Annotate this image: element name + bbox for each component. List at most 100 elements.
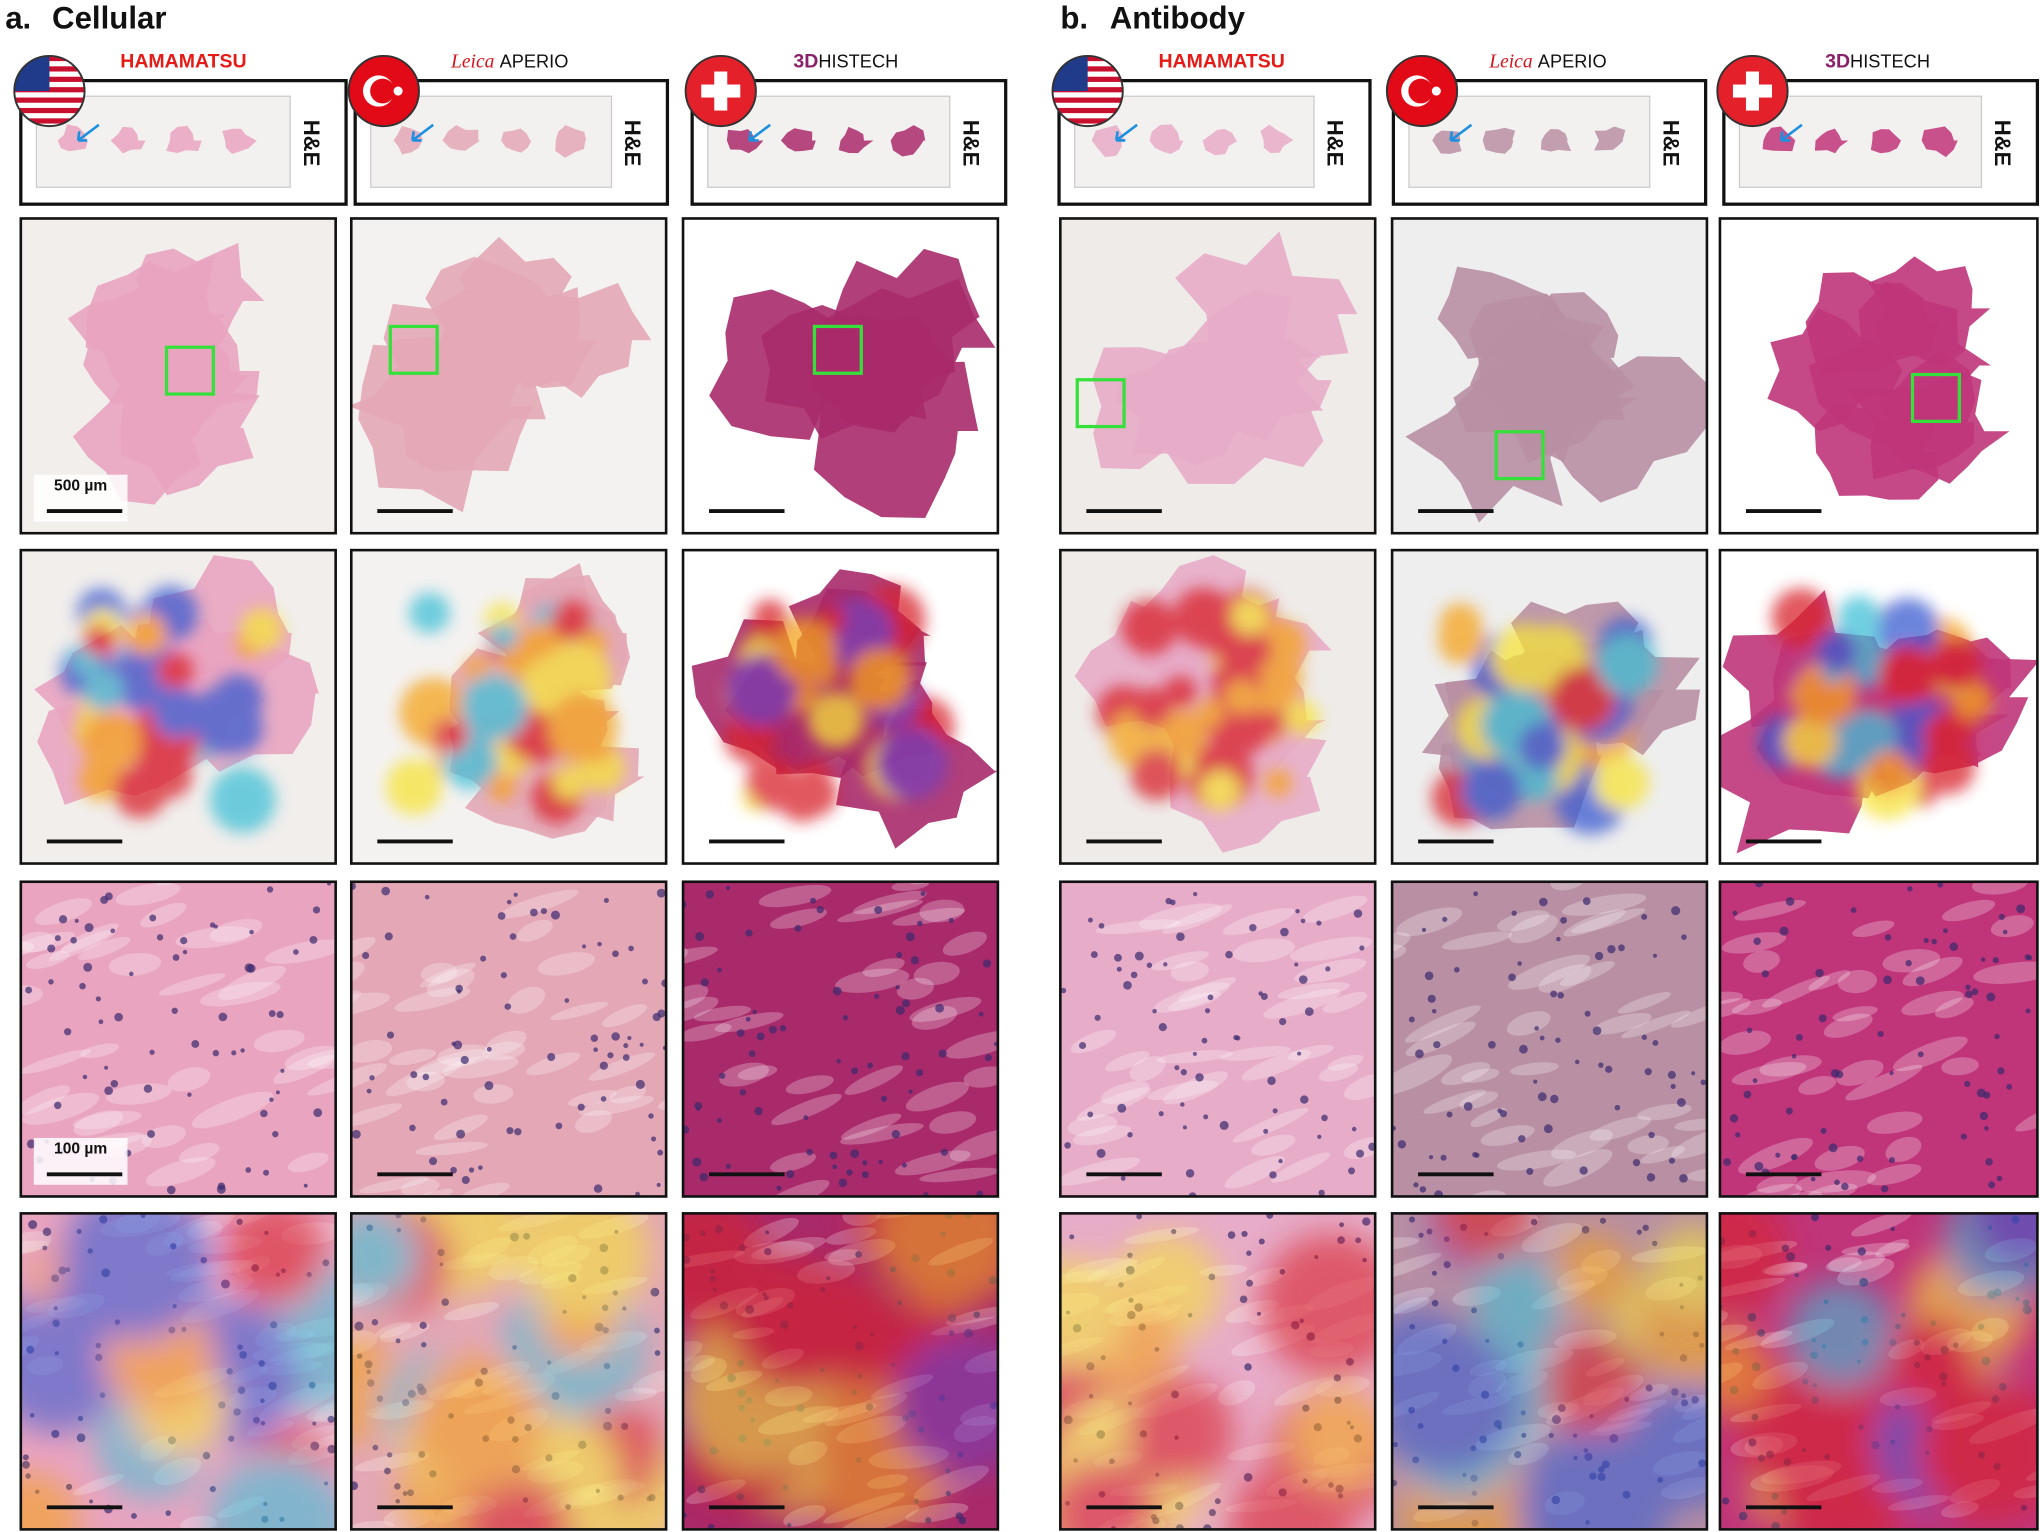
heatmap: [1758, 588, 1993, 820]
nucleus: [231, 1050, 237, 1056]
nucleus: [895, 1005, 905, 1015]
fiber: [1589, 1116, 1652, 1141]
brand: HAMAMATSU: [120, 51, 246, 73]
tissue: [1453, 323, 1638, 463]
tile: [1060, 550, 1376, 864]
nucleus: [719, 1072, 726, 1079]
fiber: [20, 1085, 71, 1115]
tissue-thumb: [1202, 128, 1239, 156]
tile: [351, 218, 667, 534]
fiber: [436, 1044, 492, 1067]
nucleus: [1646, 1173, 1656, 1182]
nucleus: [1472, 1151, 1478, 1158]
heat-spot: [1719, 1213, 1789, 1314]
nucleus: [480, 955, 487, 962]
tissue-thumb: [1814, 128, 1849, 154]
fiber: [1875, 1238, 1910, 1258]
nucleus: [657, 1149, 664, 1156]
heat-spot: [1460, 759, 1522, 821]
fiber: [1508, 914, 1558, 944]
heat-spot: [490, 623, 517, 650]
nucleus: [1560, 916, 1567, 924]
tissue-thumb: [726, 129, 764, 154]
panel-title: Cellular: [52, 1, 166, 36]
fiber: [516, 919, 553, 942]
nucleus: [1266, 1213, 1274, 1219]
fiber: [1289, 936, 1373, 962]
fiber: [1156, 1050, 1234, 1064]
heat-spot: [486, 772, 516, 802]
nucleus: [1949, 942, 1959, 951]
nucleus: [1779, 926, 1789, 936]
nucleus: [1171, 1228, 1177, 1235]
fiber: [1423, 1089, 1486, 1114]
crescent-cut: [1408, 78, 1434, 104]
nucleus: [896, 952, 903, 959]
nucleus: [1463, 1101, 1473, 1111]
nucleus: [1754, 881, 1764, 888]
nucleus: [89, 1499, 94, 1504]
nucleus: [276, 1011, 284, 1019]
nucleus: [1746, 1027, 1753, 1034]
heat-spot: [1837, 595, 1881, 640]
nucleus: [419, 1321, 427, 1329]
tile: [1392, 218, 1707, 534]
nucleus: [776, 1185, 782, 1191]
tile: [1719, 218, 2038, 534]
fiber: [1392, 1252, 1442, 1281]
nucleus: [1427, 994, 1436, 1003]
fiber: [844, 1065, 904, 1095]
panel-label: b.: [1060, 1, 1088, 36]
fiber: [307, 1054, 336, 1069]
nucleus: [244, 963, 254, 973]
nucleus: [1901, 1312, 1906, 1318]
nucleus: [1174, 1065, 1180, 1071]
fiber: [1592, 1012, 1652, 1035]
flag: [1052, 55, 1123, 127]
fiber: [72, 1110, 142, 1130]
nucleus: [506, 1127, 514, 1135]
fiber: [1463, 1190, 1507, 1197]
nucleus: [1965, 990, 1973, 999]
panel-title: Antibody: [1110, 1, 1246, 36]
nucleus: [984, 1054, 993, 1062]
stain-label: H&E: [1990, 120, 2015, 167]
nucleus: [810, 897, 817, 904]
nucleus: [1419, 1186, 1427, 1193]
flag-ring: [1051, 54, 1124, 128]
nucleus: [806, 1148, 814, 1156]
nucleus: [351, 1129, 361, 1139]
fiber: [1076, 1087, 1152, 1121]
nucleus: [1272, 1108, 1278, 1114]
nucleus: [1598, 1062, 1604, 1068]
nucleus: [1219, 1120, 1229, 1130]
stain-label: H&E: [1323, 120, 1348, 167]
tile: [1060, 1213, 1376, 1530]
fiber: [218, 965, 286, 1001]
tile: [20, 218, 336, 534]
nucleus: [1747, 1312, 1757, 1322]
flag: [685, 55, 756, 127]
nucleus: [182, 949, 188, 955]
nucleus: [945, 1490, 951, 1496]
nucleus: [656, 888, 666, 898]
nucleus: [1227, 1231, 1236, 1239]
fiber: [115, 882, 181, 906]
fiber: [1674, 1118, 1707, 1131]
nucleus: [1976, 1088, 1986, 1098]
fiber: [1521, 1222, 1583, 1253]
stripe: [14, 107, 85, 114]
nucleus: [456, 1129, 466, 1139]
nucleus: [1592, 1026, 1602, 1036]
tissue-thumb: [1762, 126, 1796, 152]
nucleus: [1421, 927, 1427, 933]
fiber: [307, 1065, 336, 1096]
tile-frame: [1059, 1212, 1377, 1531]
nucleus: [209, 922, 216, 928]
heat-spot: [1060, 1256, 1126, 1366]
nucleus: [1652, 1040, 1659, 1046]
heat-spot: [893, 1333, 998, 1476]
nucleus: [1582, 897, 1591, 906]
nucleus: [897, 1300, 902, 1306]
nucleus: [1431, 1009, 1437, 1014]
